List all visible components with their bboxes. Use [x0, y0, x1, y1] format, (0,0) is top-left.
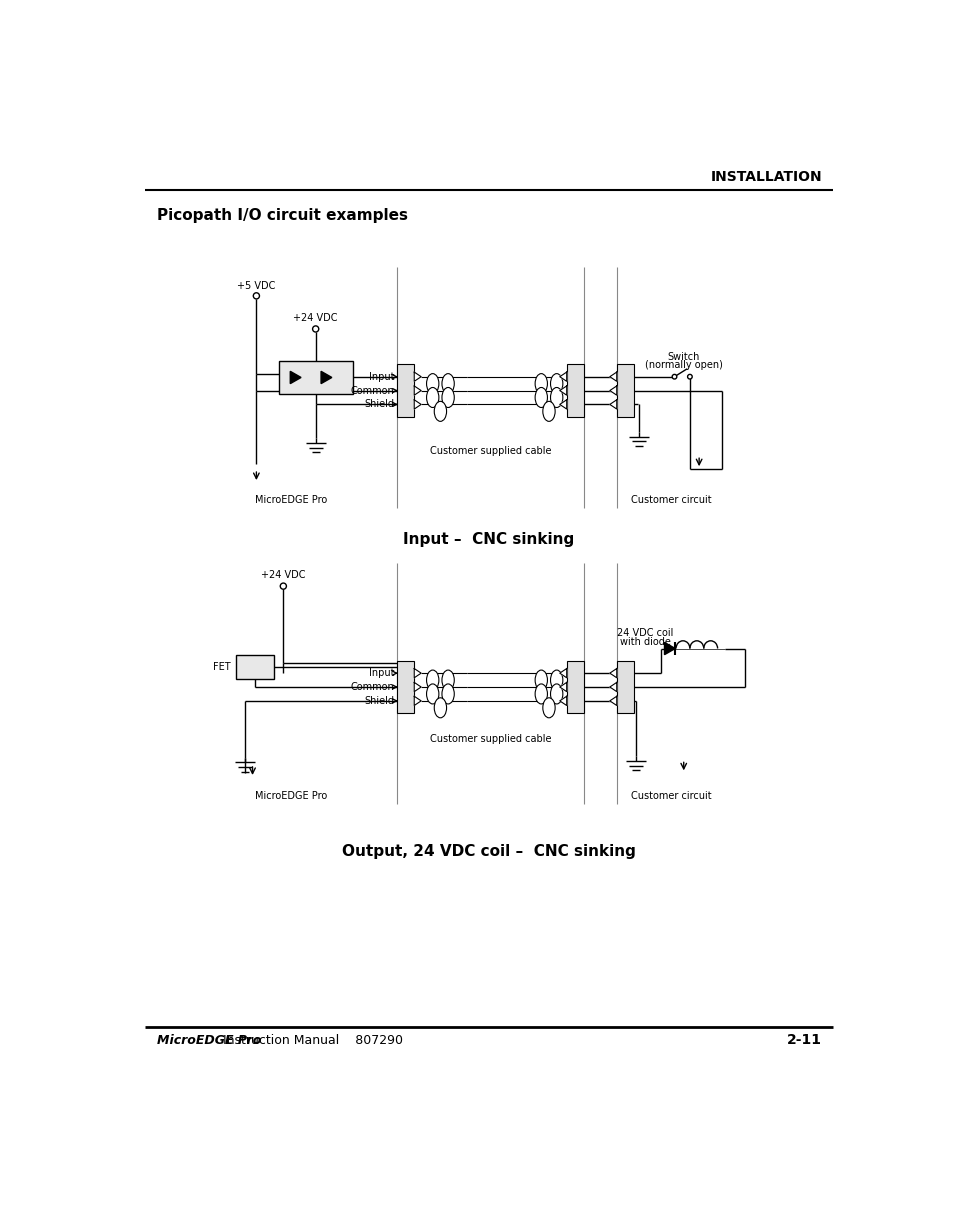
Text: Input: Input — [368, 372, 394, 382]
Ellipse shape — [542, 698, 555, 718]
Text: Shield: Shield — [364, 696, 394, 706]
Text: +24 VDC: +24 VDC — [294, 313, 337, 323]
Polygon shape — [414, 696, 420, 706]
Polygon shape — [609, 682, 616, 692]
Ellipse shape — [434, 698, 446, 718]
Polygon shape — [414, 669, 420, 677]
Text: Input –  CNC sinking: Input – CNC sinking — [403, 533, 574, 547]
Ellipse shape — [426, 683, 438, 704]
Ellipse shape — [535, 373, 547, 394]
Text: Output, 24 VDC coil –  CNC sinking: Output, 24 VDC coil – CNC sinking — [341, 844, 636, 859]
Text: Picopath I/O circuit examples: Picopath I/O circuit examples — [157, 207, 408, 222]
Text: Switch: Switch — [667, 352, 700, 362]
Text: Common: Common — [350, 682, 394, 692]
Polygon shape — [290, 372, 301, 384]
Bar — [616, 364, 633, 417]
Text: Customer supplied cable: Customer supplied cable — [430, 447, 552, 456]
Text: 2-11: 2-11 — [786, 1033, 821, 1048]
Ellipse shape — [426, 373, 438, 394]
Polygon shape — [414, 400, 420, 409]
Polygon shape — [559, 387, 566, 395]
Text: FET: FET — [213, 663, 231, 672]
Ellipse shape — [441, 373, 454, 394]
Ellipse shape — [550, 670, 562, 690]
Ellipse shape — [550, 388, 562, 407]
Ellipse shape — [441, 388, 454, 407]
Bar — [279, 361, 353, 394]
Text: MicroEDGE Pro: MicroEDGE Pro — [254, 494, 327, 504]
Bar — [566, 661, 583, 713]
Text: Customer circuit: Customer circuit — [631, 791, 711, 801]
Text: +24 VDC: +24 VDC — [261, 571, 305, 580]
Polygon shape — [664, 643, 675, 655]
Text: 37: 37 — [405, 699, 416, 709]
Text: Shield: Shield — [364, 400, 394, 410]
Circle shape — [253, 293, 259, 299]
Polygon shape — [559, 372, 566, 382]
Text: Instruction Manual    807290: Instruction Manual 807290 — [218, 1034, 402, 1047]
Text: Customer supplied cable: Customer supplied cable — [430, 734, 552, 744]
Polygon shape — [414, 387, 420, 395]
Ellipse shape — [550, 373, 562, 394]
Bar — [616, 661, 633, 713]
Bar — [396, 364, 414, 417]
Polygon shape — [559, 669, 566, 677]
Text: MicroEDGE Pro: MicroEDGE Pro — [254, 791, 327, 801]
Ellipse shape — [441, 670, 454, 690]
Polygon shape — [609, 669, 616, 677]
Circle shape — [672, 374, 676, 379]
Bar — [396, 661, 414, 713]
Polygon shape — [609, 696, 616, 706]
Polygon shape — [609, 400, 616, 409]
Polygon shape — [559, 400, 566, 409]
Polygon shape — [609, 387, 616, 395]
Polygon shape — [559, 696, 566, 706]
Text: 24 VDC coil: 24 VDC coil — [617, 628, 673, 638]
Ellipse shape — [542, 401, 555, 421]
Polygon shape — [609, 372, 616, 382]
Polygon shape — [414, 682, 420, 692]
Text: Customer circuit: Customer circuit — [631, 494, 711, 504]
Text: INSTALLATION: INSTALLATION — [710, 169, 821, 184]
Ellipse shape — [535, 683, 547, 704]
Bar — [235, 655, 274, 679]
Text: Input: Input — [368, 669, 394, 679]
Circle shape — [687, 374, 692, 379]
Text: (normally open): (normally open) — [644, 361, 722, 371]
Ellipse shape — [535, 670, 547, 690]
Text: +5 VDC: +5 VDC — [237, 281, 275, 291]
Bar — [566, 364, 583, 417]
Circle shape — [280, 583, 286, 589]
Polygon shape — [414, 372, 420, 382]
Ellipse shape — [426, 670, 438, 690]
Text: with diode: with diode — [619, 637, 670, 647]
Circle shape — [313, 326, 318, 333]
Text: MicroEDGE Pro: MicroEDGE Pro — [157, 1034, 261, 1047]
Polygon shape — [559, 682, 566, 692]
Ellipse shape — [441, 683, 454, 704]
Ellipse shape — [426, 388, 438, 407]
Polygon shape — [321, 372, 332, 384]
Text: 37: 37 — [405, 404, 416, 413]
Text: Common: Common — [350, 385, 394, 395]
Ellipse shape — [550, 683, 562, 704]
Ellipse shape — [434, 401, 446, 421]
Ellipse shape — [535, 388, 547, 407]
